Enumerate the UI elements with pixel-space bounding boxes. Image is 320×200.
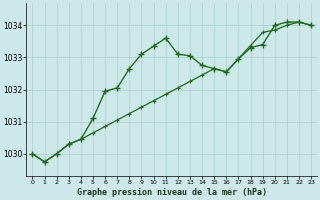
X-axis label: Graphe pression niveau de la mer (hPa): Graphe pression niveau de la mer (hPa)	[77, 188, 267, 197]
